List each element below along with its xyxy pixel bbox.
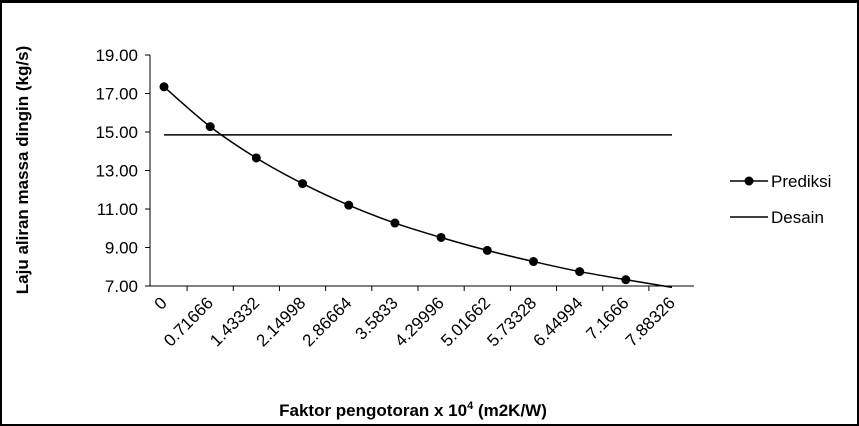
x-tick-label: 2.86664 [299,293,356,350]
legend-label-desain: Desain [771,208,824,227]
series-prediksi-point [436,232,446,242]
x-tick-label: 7.88326 [622,293,679,350]
x-tick-label: 5.01662 [437,293,494,350]
y-tick-label: 19.00 [95,46,138,65]
series-prediksi-point [205,122,215,132]
x-tick-label: 5.73328 [483,293,540,350]
axes [149,55,694,287]
series-prediksi-line [163,86,673,289]
x-axis-title: Faktor pengotoran x 104 (m2K/W) [279,400,547,420]
series-group [159,82,673,289]
series-prediksi-point [344,200,354,210]
x-tick-label: 6.44994 [530,293,587,350]
y-ticks: 7.00 9.00 11.00 13.00 15.00 17.00 19.00 [95,46,150,296]
y-tick-label: 17.00 [95,85,138,104]
y-tick-label: 15.00 [95,123,138,142]
y-tick-label: 13.00 [95,162,138,181]
x-tick-label: 4.29996 [391,293,448,350]
series-prediksi-point [528,257,538,267]
series-prediksi-point [298,179,308,189]
x-tick-label: 0.71666 [160,293,217,350]
legend-marker-prediksi [744,176,754,186]
x-axis-title-suffix: (m2K/W) [473,401,547,420]
x-axis-title-superscript: 4 [467,400,474,412]
y-tick-label: 7.00 [105,277,138,296]
y-tick-label: 11.00 [97,200,138,219]
y-tick-label: 9.00 [105,239,138,258]
x-tick-label: 0 [151,293,171,313]
legend-label-prediksi: Prediksi [771,172,831,191]
x-ticks: 00.716661.433322.149982.866643.58334.299… [151,286,679,350]
y-axis-title: Laju aliran massa dingin (kg/s) [13,46,32,294]
x-tick-label: 1.43332 [206,293,263,350]
series-prediksi-point [159,82,169,92]
x-tick-label: 2.14998 [252,293,309,350]
series-prediksi-point [621,275,631,285]
series-prediksi-point [390,218,400,228]
x-axis-title-prefix: Faktor pengotoran x 10 [279,401,467,420]
legend: Prediksi Desain [730,172,831,227]
series-prediksi-point [251,153,261,163]
series-prediksi-point [575,267,585,277]
series-prediksi-point [482,245,492,255]
